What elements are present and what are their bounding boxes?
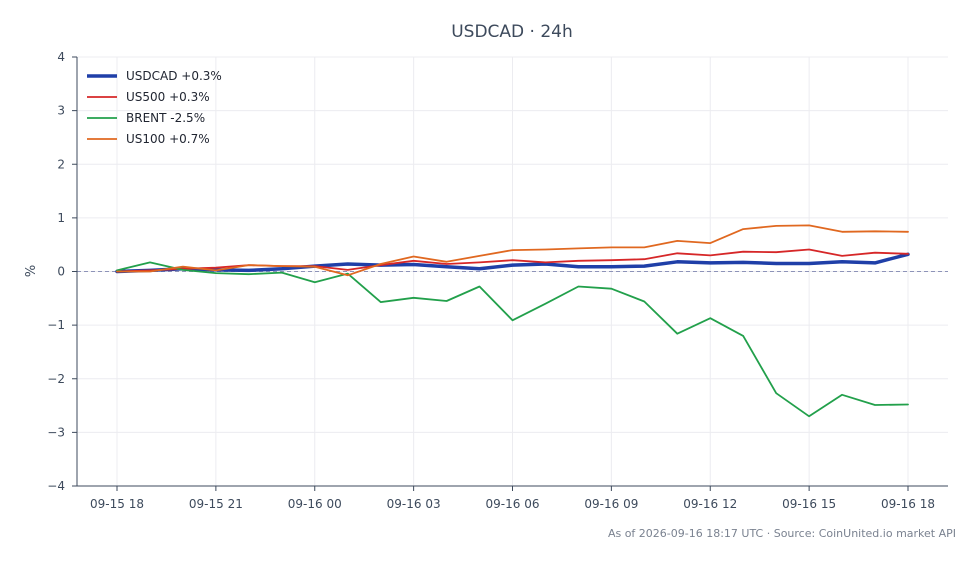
x-tick-label: 09-16 15 [782,497,836,511]
tick-labels: 4 3 2 1 0 −1 −2 −3 −4 09-15 18 09-15 21 09-16 00 09-… [47,50,935,511]
y-tick-label: 2 [57,157,65,171]
x-tick-label: 09-15 18 [90,497,144,511]
x-tick-label: 09-16 00 [288,497,342,511]
y-tick-label: −2 [47,372,65,386]
legend-label-4: US100 +0.7% [126,132,210,146]
series-line-3 [116,261,909,418]
y-tick-label: 3 [57,104,65,118]
x-tick-label: 09-16 12 [683,497,737,511]
x-tick-label: 09-15 21 [189,497,243,511]
y-tick-label: −3 [47,425,65,439]
y-axis-label: % [24,265,39,277]
legend-label-1: USDCAD +0.3% [126,69,222,83]
series-line-4 [116,224,909,277]
legend-label-3: BRENT -2.5% [126,111,205,125]
y-tick-label: 1 [57,211,65,225]
axes [72,56,948,491]
y-tick-label: 0 [57,265,65,279]
series-line-1 [115,252,910,274]
footer-source-note: As of 2026-09-16 18:17 UTC · Source: Coi… [608,527,956,540]
x-tick-label: 09-16 03 [387,497,441,511]
y-tick-label: 4 [57,50,65,64]
x-tick-label: 09-16 09 [584,497,638,511]
x-tick-label: 09-16 06 [486,497,540,511]
legend-label-2: US500 +0.3% [126,90,210,104]
y-tick-label: −1 [47,318,65,332]
chart-title: USDCAD · 24h [451,22,573,42]
x-tick-label: 09-16 18 [881,497,935,511]
series-lines [115,224,910,418]
legend: USDCAD +0.3% US500 +0.3% BRENT -2.5% US100 … [87,69,222,146]
y-tick-label: −4 [47,479,65,493]
